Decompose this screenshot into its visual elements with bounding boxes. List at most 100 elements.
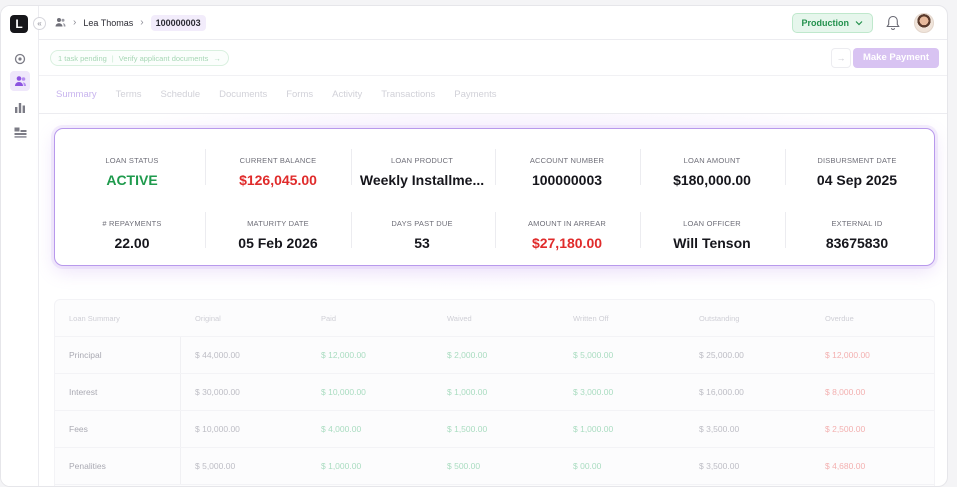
bell-icon[interactable] [886,15,900,31]
summary-value: 05 Feb 2026 [238,235,318,251]
table-cell: $ 12,000.00 [321,350,366,360]
divider [640,149,641,185]
avatar[interactable] [914,13,934,33]
column-header: Outstanding [699,313,740,323]
tab-summary[interactable]: Summary [56,89,97,100]
reports-icon[interactable] [13,101,27,115]
pending-task-pill[interactable]: 1 task pending | Verify applicant docume… [50,50,229,66]
summary-value: $27,180.00 [531,235,603,251]
task-bar: 1 task pending | Verify applicant docume… [39,40,947,76]
divider [205,149,206,185]
summary-label: CURRENT BALANCE [239,156,317,165]
row-divider [180,448,181,484]
column-header: Written Off [573,313,609,323]
breadcrumb-user[interactable]: Lea Thomas [83,17,134,28]
summary-label: MATURITY DATE [247,219,309,228]
summary-external-id: EXTERNAL ID 83675830 [784,219,930,251]
summary-loan-officer: LOAN OFFICER Will Tenson [639,219,785,251]
collapse-sidebar-icon[interactable]: « [33,17,46,30]
pending-task-action: Verify applicant documents [118,53,209,63]
summary-label: DISBURSMENT DATE [817,156,897,165]
clients-icon[interactable] [10,71,30,91]
summary-label: LOAN STATUS [105,156,159,165]
table-cell: $ 25,000.00 [699,350,744,360]
pending-task-count: 1 task pending [58,53,107,63]
environment-select[interactable]: Production [791,13,873,33]
summary-label: DAYS PAST DUE [391,219,453,228]
summary-amount-in-arrear: AMOUNT IN ARREAR $27,180.00 [494,219,640,251]
divider [205,212,206,248]
summary-value: $126,045.00 [239,172,317,188]
next-arrow-button[interactable]: → [831,48,851,68]
table-cell: $ 2,000.00 [447,350,488,360]
summary-label: LOAN PRODUCT [391,156,453,165]
summary-label: AMOUNT IN ARREAR [527,219,607,228]
divider [785,149,786,185]
table-cell: $ 3,500.00 [699,424,740,434]
tab-schedule[interactable]: Schedule [160,89,201,100]
table-cell: $ 4,680.00 [825,461,866,471]
loan-summary-card: LOAN STATUS ACTIVE CURRENT BALANCE $126,… [54,128,935,266]
table-cell: $ 1,000.00 [321,461,362,471]
divider [785,212,786,248]
clients-breadcrumb-icon[interactable] [55,17,66,29]
logo-icon[interactable]: L [10,15,28,33]
summary-value: 04 Sep 2025 [816,172,898,188]
table-cell: $ 2,500.00 [825,424,866,434]
divider [351,149,352,185]
table-cell: $ 1,000.00 [447,387,488,397]
table-header: Loan Summary Original Paid Waived Writte… [55,300,934,337]
table-cell: $ 5,000.00 [195,461,236,471]
table-cell: $ 3,500.00 [699,461,740,471]
summary-account-number: ACCOUNT NUMBER 100000003 [494,156,640,188]
divider [640,212,641,248]
table-cell: $ 30,000.00 [195,387,240,397]
summary-label: ACCOUNT NUMBER [529,156,605,165]
row-label: Penalities [69,461,106,471]
make-payment-button[interactable]: Make Payment [852,48,939,68]
tab-documents[interactable]: Documents [219,89,268,100]
table-row: Principal $ 44,000.00 $ 12,000.00 $ 2,00… [55,337,934,374]
table-cell: $ 44,000.00 [195,350,240,360]
column-header: Original [195,313,221,323]
sidebar-rail: L [1,6,39,486]
chevron-right-icon: › [140,17,144,28]
row-label: Fees [69,424,88,434]
summary-value: ACTIVE [106,172,158,188]
chevron-right-icon: › [73,17,77,28]
tab-forms[interactable]: Forms [286,89,314,100]
table-cell: $ 10,000.00 [195,424,240,434]
row-label: Principal [69,350,102,360]
dashboard-icon[interactable] [13,52,27,66]
column-header: Waived [447,313,472,323]
arrow-right-icon: → [213,53,221,63]
chevron-down-icon [855,21,863,26]
table-cell: $ 4,000.00 [321,424,362,434]
row-label: Interest [69,387,98,397]
table-cell: $ 8,000.00 [825,387,866,397]
summary-loan-amount: LOAN AMOUNT $180,000.00 [639,156,785,188]
summary-value: 22.00 [114,235,150,251]
summary-maturity-date: MATURITY DATE 05 Feb 2026 [205,219,351,251]
tab-terms[interactable]: Terms [115,89,142,100]
products-icon[interactable] [13,125,27,139]
table-row: Interest $ 30,000.00 $ 10,000.00 $ 1,000… [55,374,934,411]
summary-value: 83675830 [825,235,889,251]
divider [495,149,496,185]
tab-payments[interactable]: Payments [454,89,497,100]
breadcrumb: › Lea Thomas › 100000003 [39,14,206,31]
column-header: Overdue [825,313,854,323]
column-header: Paid [321,313,337,323]
table-cell: $ 3,000.00 [573,387,614,397]
summary-days-past-due: DAYS PAST DUE 53 [349,219,495,251]
table-cell: $ 16,000.00 [699,387,744,397]
top-bar: › Lea Thomas › 100000003 Production [39,6,947,40]
table-cell: $ 500.00 [447,461,481,471]
tab-transactions[interactable]: Transactions [381,89,436,100]
tab-activity[interactable]: Activity [332,89,363,100]
table-cell: $ 1,000.00 [573,424,614,434]
summary-value: $180,000.00 [673,172,751,188]
row-divider [180,411,181,447]
loan-tabs: Summary Terms Schedule Documents Forms A… [39,76,947,114]
summary-repayments: # REPAYMENTS 22.00 [59,219,205,251]
